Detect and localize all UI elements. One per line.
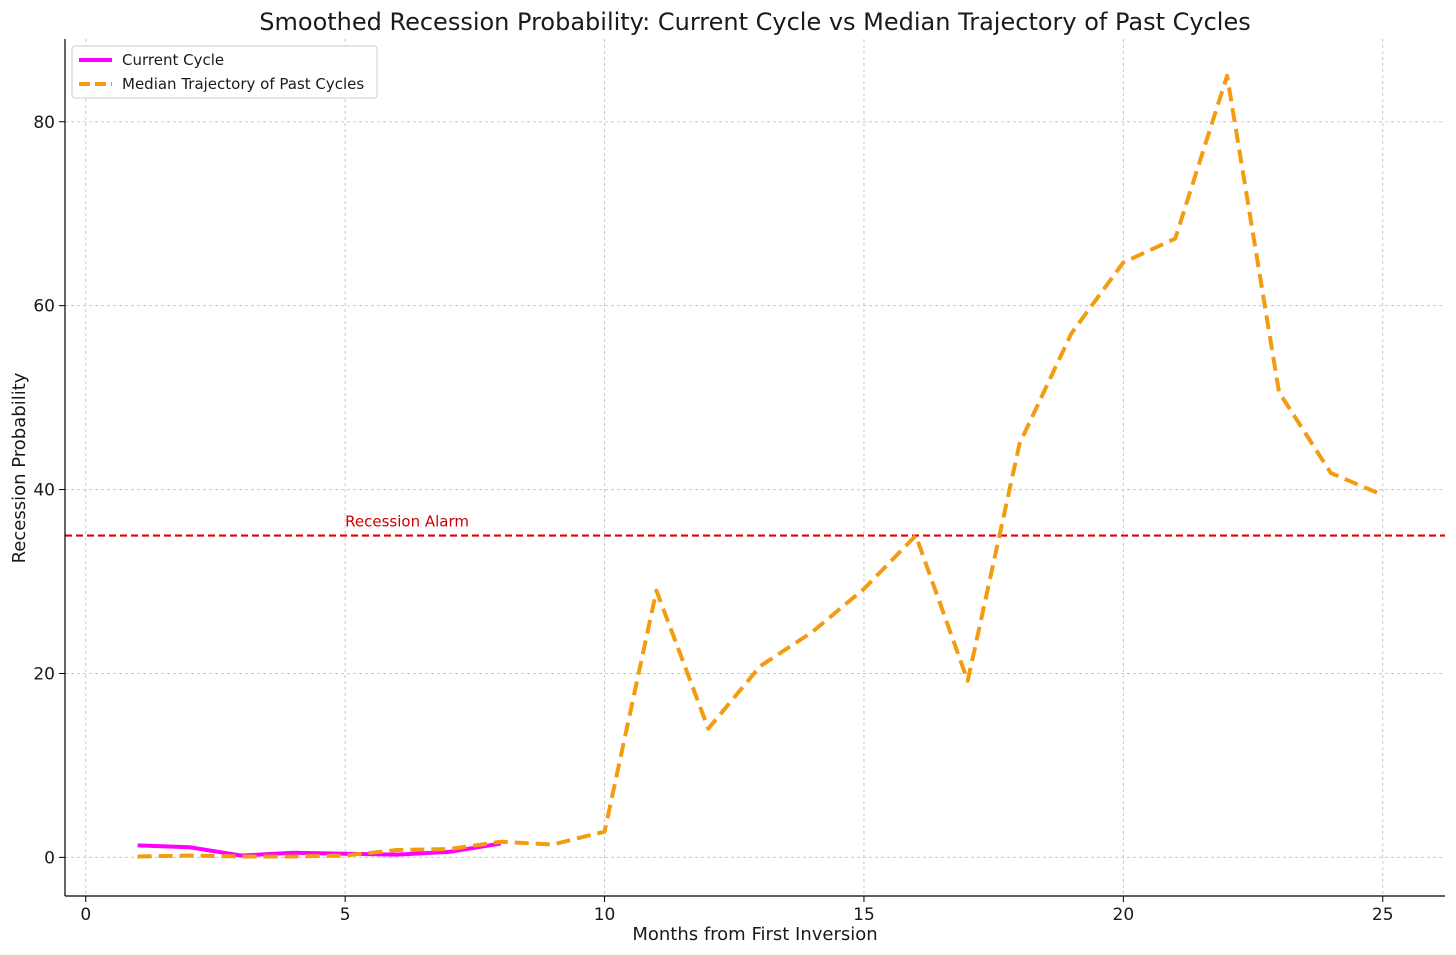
series-median-trajectory <box>137 73 1384 859</box>
legend-box <box>71 45 378 99</box>
x-tick-label: 0 <box>80 905 91 925</box>
y-tick-label: 20 <box>33 664 55 684</box>
grid <box>65 39 1445 896</box>
x-tick-label: 20 <box>1113 905 1135 925</box>
legend-label-median-trajectory: Median Trajectory of Past Cycles <box>122 75 364 93</box>
x-tick-label: 10 <box>594 905 616 925</box>
series-current-cycle <box>137 841 502 858</box>
series-lines <box>137 73 1384 859</box>
chart-title: Smoothed Recession Probability: Current … <box>259 8 1250 36</box>
y-tick-label: 80 <box>33 113 55 133</box>
y-axis-label: Recession Probability <box>9 372 30 563</box>
y-tick-label: 0 <box>44 848 55 868</box>
y-tick-label: 40 <box>33 481 55 501</box>
legend: Current Cycle Median Trajectory of Past … <box>71 45 378 99</box>
axes <box>59 39 1445 902</box>
x-axis-label: Months from First Inversion <box>632 924 877 945</box>
x-tick-label: 25 <box>1372 905 1394 925</box>
legend-label-current-cycle: Current Cycle <box>122 51 224 69</box>
y-tick-label: 60 <box>33 297 55 317</box>
tick-labels: 0 5 10 15 20 25 0 20 40 60 80 <box>33 113 1393 925</box>
recession-alarm-label: Recession Alarm <box>345 513 469 531</box>
x-tick-label: 5 <box>340 905 351 925</box>
x-tick-label: 15 <box>853 905 875 925</box>
